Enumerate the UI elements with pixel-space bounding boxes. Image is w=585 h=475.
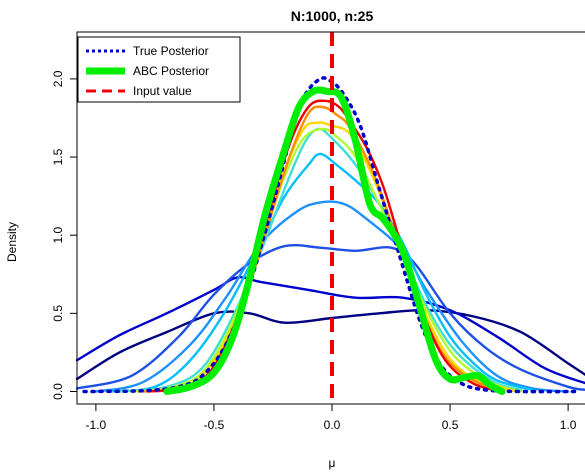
legend-label-input-value: Input value — [133, 84, 192, 98]
abc-posterior-line — [163, 86, 506, 395]
legend: True Posterior ABC Posterior Input value — [77, 36, 241, 103]
x-tick-label: 0.0 — [324, 418, 341, 432]
x-tick-label: -1.0 — [86, 418, 107, 432]
chart-title: N:1000, n:25 — [291, 8, 374, 24]
y-axis: 0.0 0.5 1.0 1.5 2.0 — [51, 70, 78, 400]
y-axis-title: Density — [5, 222, 19, 262]
x-tick-label: 0.5 — [442, 418, 459, 432]
y-tick-label: 1.5 — [51, 148, 65, 165]
x-axis-title: μ — [329, 456, 336, 470]
y-tick-label: 0.0 — [51, 383, 65, 400]
density-line-5 — [106, 152, 534, 393]
y-tick-label: 0.5 — [51, 305, 65, 322]
x-tick-label: -0.5 — [204, 418, 225, 432]
y-tick-label: 1.0 — [51, 227, 65, 244]
x-axis: -1.0 -0.5 0.0 0.5 1.0 — [86, 403, 577, 432]
y-tick-label: 2.0 — [51, 70, 65, 87]
density-line-7 — [130, 127, 523, 393]
x-tick-label: 1.0 — [560, 418, 577, 432]
density-line-6 — [118, 127, 523, 393]
density-line-3 — [75, 243, 585, 391]
legend-label-true-posterior: True Posterior — [133, 44, 209, 58]
density-line-2 — [75, 275, 585, 385]
density-line-4 — [94, 200, 570, 393]
legend-label-abc-posterior: ABC Posterior — [133, 64, 209, 78]
